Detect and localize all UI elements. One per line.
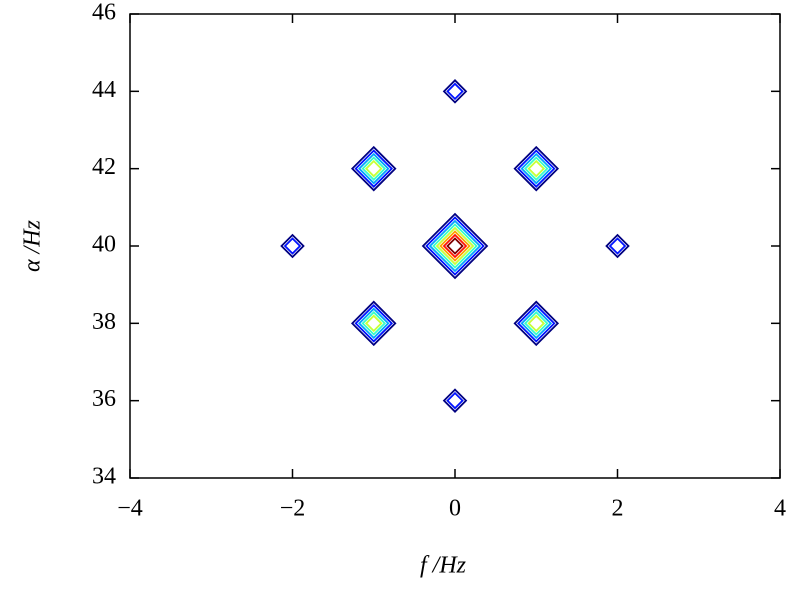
contour-ring xyxy=(446,391,464,410)
contour-ring xyxy=(520,307,553,340)
y-tick-label: 40 xyxy=(92,232,116,258)
contour-ring xyxy=(446,237,464,255)
contour-ring xyxy=(364,314,383,333)
contour-ring xyxy=(516,304,556,343)
x-tick-label: 4 xyxy=(774,496,786,522)
contour-ring xyxy=(435,226,475,266)
x-tick-label: −4 xyxy=(117,496,143,522)
x-tick-label: 0 xyxy=(449,496,461,522)
contour-ring xyxy=(280,233,305,259)
contour-ring xyxy=(361,156,387,181)
y-tick-label: 36 xyxy=(92,386,116,412)
contour-ring xyxy=(442,388,468,413)
contour-ring xyxy=(425,216,485,276)
contour-ring xyxy=(608,237,627,255)
y-axis-label: α /Hz xyxy=(20,219,46,272)
contour-ring xyxy=(439,230,471,262)
contour-ring xyxy=(357,152,390,185)
y-tick-label: 44 xyxy=(92,77,116,103)
contour-ring xyxy=(446,82,464,101)
x-tick-label: 2 xyxy=(612,496,624,522)
contour-ring xyxy=(520,152,553,185)
contour-ring xyxy=(432,223,478,269)
contour-ring xyxy=(354,149,394,188)
x-tick-label: −2 xyxy=(280,496,306,522)
contour-ring xyxy=(442,79,468,104)
y-tick-label: 34 xyxy=(92,464,116,490)
contour-ring xyxy=(421,212,489,280)
contour-ring xyxy=(357,307,390,340)
contour-ring xyxy=(350,145,397,192)
contour-ring xyxy=(513,145,560,192)
contour-ring xyxy=(364,159,383,178)
contour-ring xyxy=(527,314,546,333)
y-tick-label: 42 xyxy=(92,154,116,180)
contour-ring xyxy=(361,311,387,336)
contour-ring xyxy=(516,149,556,188)
x-axis-label: f /Hz xyxy=(420,553,467,579)
contour-ring xyxy=(527,159,546,178)
contour-ring xyxy=(283,237,302,255)
y-tick-label: 38 xyxy=(92,309,116,335)
contour-ring xyxy=(428,219,482,273)
contour-ring xyxy=(442,233,468,259)
contour-ring xyxy=(354,304,394,343)
contour-ring xyxy=(513,300,560,347)
y-tick-label: 46 xyxy=(92,0,116,26)
contour-ring xyxy=(523,156,549,181)
contour-ring xyxy=(605,233,630,259)
contour-ring xyxy=(350,300,397,347)
contour-ring xyxy=(523,311,549,336)
